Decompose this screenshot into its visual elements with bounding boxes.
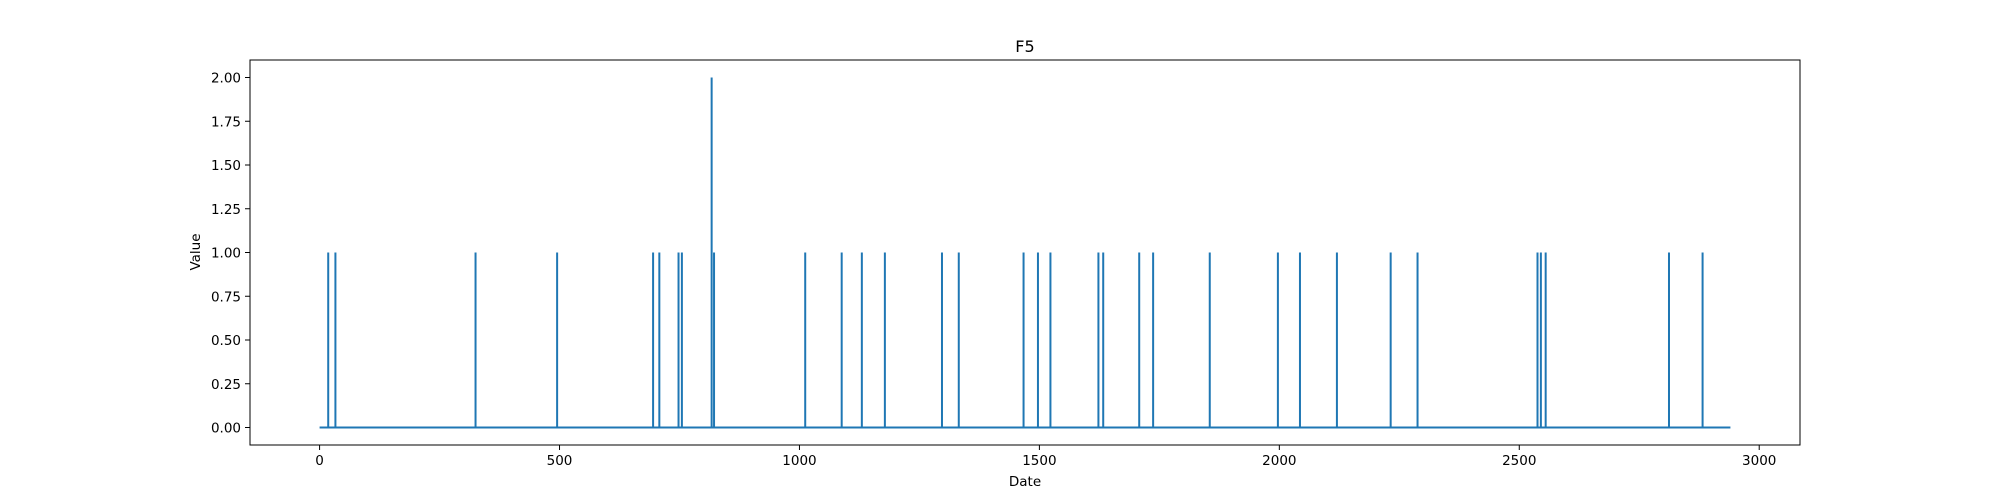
- x-tick-label: 2000: [1262, 453, 1296, 469]
- y-axis: 0.00 0.25 0.50 0.75 1.00 1.25 1.50 1.75 2.00: [211, 71, 250, 437]
- x-tick-label: 1500: [1022, 453, 1056, 469]
- x-tick-label: 0: [315, 453, 324, 469]
- plot-area: [250, 60, 1800, 445]
- y-tick-label: 0.25: [211, 377, 241, 393]
- x-axis-label: Date: [1009, 474, 1041, 490]
- x-axis: 0 500 1000 1500 2000 2500 3000: [315, 445, 1776, 469]
- x-tick-label: 500: [547, 453, 573, 469]
- chart-title: F5: [1015, 37, 1034, 56]
- series-layer: [319, 77, 1731, 429]
- y-tick-label: 1.25: [211, 202, 241, 218]
- y-tick-label: 2.00: [211, 71, 241, 87]
- y-tick-label: 0.75: [211, 289, 241, 305]
- y-tick-label: 0.00: [211, 421, 241, 437]
- plot-frame: [249, 59, 1801, 446]
- y-tick-label: 1.50: [211, 158, 241, 174]
- x-tick-label: 2500: [1502, 453, 1536, 469]
- x-tick-label: 3000: [1742, 453, 1776, 469]
- y-tick-label: 1.75: [211, 114, 241, 130]
- x-tick-label: 1000: [782, 453, 816, 469]
- y-tick-label: 0.50: [211, 333, 241, 349]
- y-axis-label: Value: [188, 233, 204, 270]
- y-tick-label: 1.00: [211, 246, 241, 262]
